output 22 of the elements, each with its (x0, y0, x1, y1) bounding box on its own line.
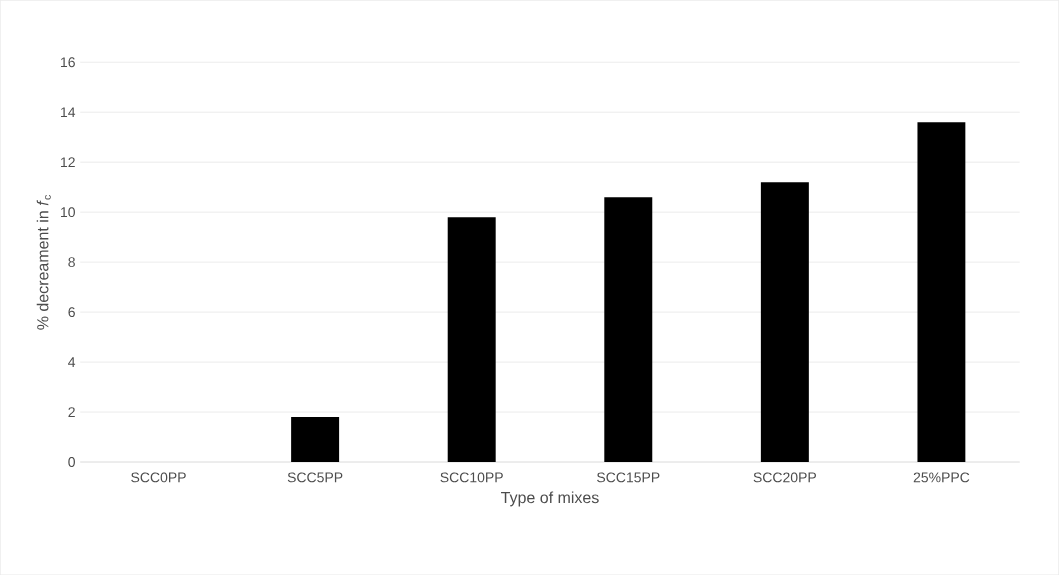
y-tick-label: 16 (61, 57, 75, 68)
x-axis-title: Type of mixes (501, 491, 599, 507)
bar (917, 122, 966, 462)
x-tick-label: SCC0PP (131, 472, 186, 483)
x-tick-label: SCC20PP (753, 472, 816, 483)
bar (604, 197, 653, 462)
bar (447, 217, 496, 462)
y-tick-label: 2 (68, 407, 75, 417)
bar (760, 182, 809, 462)
x-tick-label: SCC5PP (287, 472, 343, 483)
x-tick-label: SCC15PP (597, 472, 660, 483)
y-tick-label: 4 (68, 357, 76, 367)
y-axis-title: % decreament in f$_{c}$ (36, 194, 51, 330)
x-tick-label: 25%PPC (913, 472, 970, 483)
y-tick-label: 14 (61, 107, 76, 117)
y-tick-label: 12 (61, 157, 75, 167)
y-tick-label: 0 (68, 456, 75, 467)
x-tick-label: SCC10PP (440, 472, 503, 483)
bar (291, 416, 340, 462)
y-tick-label: 8 (68, 257, 75, 267)
y-tick-label: 10 (61, 207, 75, 218)
y-tick-label: 6 (68, 307, 75, 317)
